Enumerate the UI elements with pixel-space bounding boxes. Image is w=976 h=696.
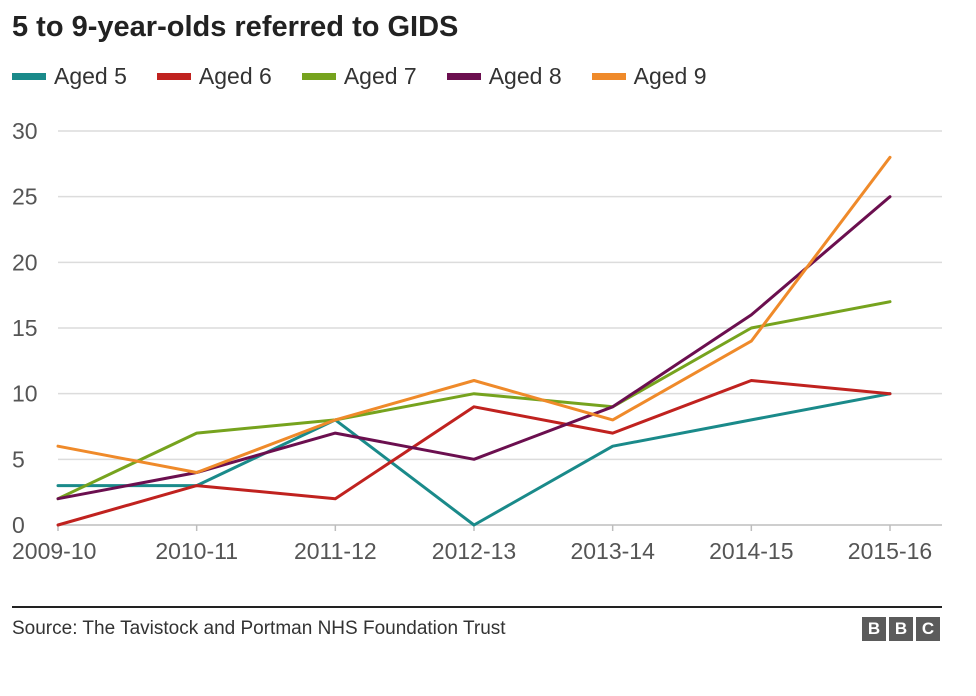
axis-label-layer: 0 5 10 15 20 25 30 2009-10 2010-11 2011-12 2012-13… bbox=[12, 118, 932, 564]
legend-swatch-aged-7 bbox=[301, 72, 336, 80]
legend-swatch-aged-8 bbox=[446, 72, 481, 80]
legend-swatch-aged-6 bbox=[156, 72, 191, 80]
x-tick-label-2012-13: 2012-13 bbox=[432, 538, 516, 564]
bbc-logo: B B C bbox=[862, 617, 943, 641]
series-line-aged-8 bbox=[56, 195, 892, 501]
legend-label-aged-5: Aged 5 bbox=[54, 62, 127, 89]
legend-item-aged-5: Aged 5 bbox=[12, 63, 127, 90]
x-tick-label-2009-10: 2009-10 bbox=[12, 538, 96, 564]
legend-label-aged-7: Aged 7 bbox=[343, 62, 417, 89]
legend-label-aged-8: Aged 8 bbox=[488, 62, 562, 89]
legend-item-aged-7: Aged 7 bbox=[301, 62, 417, 90]
x-tick-label-2010-11: 2010-11 bbox=[155, 538, 238, 564]
footer-divider bbox=[12, 606, 942, 608]
y-tick-label-15: 15 bbox=[12, 315, 38, 341]
grid-layer bbox=[57, 130, 942, 531]
bbc-logo-letter-1: B bbox=[862, 617, 886, 641]
y-tick-label-5: 5 bbox=[12, 446, 25, 472]
y-tick-label-30: 30 bbox=[12, 118, 38, 144]
bbc-logo-letter-3: C bbox=[916, 617, 940, 641]
legend-swatch-aged-5 bbox=[12, 72, 46, 80]
x-tick-label-2015-16: 2015-16 bbox=[848, 538, 932, 564]
legend-item-aged-8: Aged 8 bbox=[446, 62, 562, 90]
series-line-aged-6 bbox=[56, 379, 892, 527]
legend-swatch-aged-9 bbox=[591, 72, 626, 80]
legend-item-aged-9: Aged 9 bbox=[591, 62, 707, 90]
y-tick-label-25: 25 bbox=[12, 184, 38, 210]
x-tick-label-2013-14: 2013-14 bbox=[570, 538, 655, 564]
legend-item-aged-6: Aged 6 bbox=[156, 62, 272, 90]
y-tick-label-10: 10 bbox=[12, 381, 38, 407]
x-tick-label-2014-15: 2014-15 bbox=[709, 538, 793, 564]
line-chart: 0 5 10 15 20 25 30 2009-10 2010-11 2011-12 2012-13… bbox=[12, 118, 942, 564]
legend-label-aged-6: Aged 6 bbox=[198, 62, 272, 89]
source-note: Source: The Tavistock and Portman NHS Fo… bbox=[12, 618, 506, 639]
y-tick-label-0: 0 bbox=[12, 512, 25, 538]
chart-title: 5 to 9-year-olds referred to GIDS bbox=[12, 11, 459, 43]
series-layer bbox=[56, 155, 892, 527]
y-tick-label-20: 20 bbox=[12, 249, 38, 275]
legend-label-aged-9: Aged 9 bbox=[633, 62, 707, 89]
series-line-aged-9 bbox=[56, 155, 892, 474]
bbc-logo-letter-2: B bbox=[889, 617, 913, 641]
chart-legend: Aged 5 Aged 6 Aged 7 Aged 8 Aged 9 bbox=[12, 60, 737, 92]
series-line-aged-7 bbox=[56, 300, 892, 501]
x-tick-label-2011-12: 2011-12 bbox=[294, 538, 377, 564]
